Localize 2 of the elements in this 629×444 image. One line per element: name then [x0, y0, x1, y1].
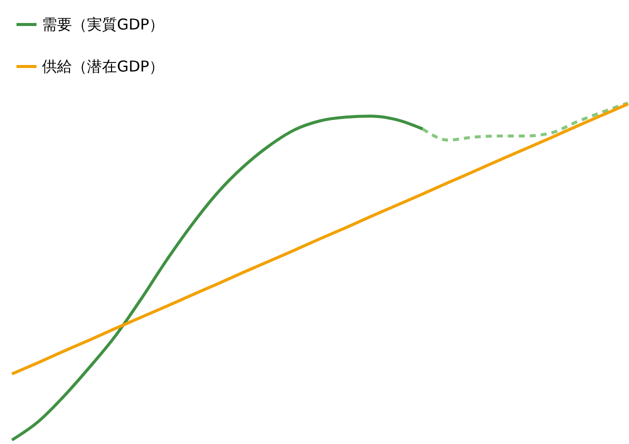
legend-label: 供給（潜在GDP）: [42, 58, 164, 76]
legend-label: 需要（実質GDP）: [42, 16, 164, 34]
